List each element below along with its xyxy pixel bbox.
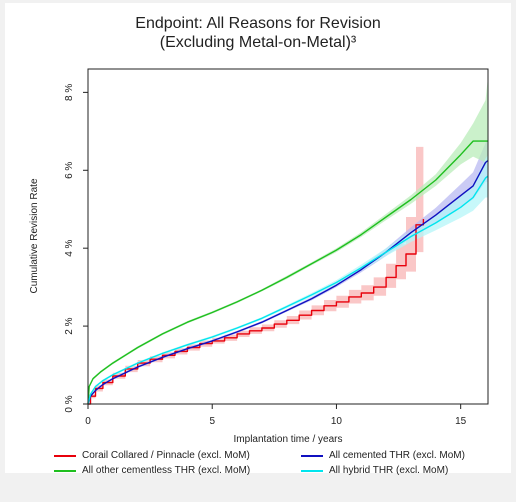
legend-label: All cemented THR (excl. MoM) bbox=[329, 450, 465, 461]
y-axis: 0 % 2 % 4 % 6 % 8 % bbox=[64, 84, 88, 413]
legend-label: All hybrid THR (excl. MoM) bbox=[329, 465, 449, 476]
y-tick-label: 4 % bbox=[64, 239, 75, 256]
y-tick-label: 6 % bbox=[64, 162, 75, 179]
legend-item-all-cemented-thr-excl-mom: All cemented THR (excl. MoM) bbox=[301, 450, 465, 461]
x-tick-label: 15 bbox=[455, 416, 467, 427]
chart-title: Endpoint: All Reasons for Revision (Excl… bbox=[0, 14, 516, 52]
x-axis: 0 5 10 15 bbox=[85, 404, 467, 427]
legend-item-all-hybrid-thr-excl-mom: All hybrid THR (excl. MoM) bbox=[301, 465, 448, 476]
legend-swatch bbox=[301, 454, 323, 457]
y-axis-label: Cumulative Revision Rate bbox=[29, 178, 40, 293]
confidence-bands bbox=[88, 76, 488, 405]
plot-frame bbox=[87, 68, 489, 405]
legend-label: Corail Collared / Pinnacle (excl. MoM) bbox=[82, 450, 250, 461]
x-tick-label: 5 bbox=[209, 416, 215, 427]
x-tick-label: 0 bbox=[85, 416, 91, 427]
series-lines bbox=[87, 140, 489, 405]
y-tick-label: 0 % bbox=[64, 395, 75, 412]
series-line-all-hybrid-thr-excl-mom bbox=[87, 175, 489, 405]
y-tick-label: 8 % bbox=[64, 84, 75, 101]
series-line-all-other-cementless-thr-excl-mom bbox=[87, 140, 488, 405]
legend-item-corail-collared-pinnacle-excl-mom: Corail Collared / Pinnacle (excl. MoM) bbox=[54, 450, 250, 461]
y-tick-label: 2 % bbox=[64, 317, 75, 334]
series-line-all-cemented-thr-excl-mom bbox=[87, 159, 489, 405]
legend-swatch bbox=[54, 469, 76, 472]
chart-svg: 0 5 10 15 0 % 2 % 4 % 6 % 8 % Implantation time… bbox=[29, 68, 489, 445]
legend-label: All other cementless THR (excl. MoM) bbox=[82, 465, 251, 476]
chart-title-line2: (Excluding Metal-on-Metal)³ bbox=[159, 34, 357, 51]
x-tick-label: 10 bbox=[331, 416, 343, 427]
legend-item-all-other-cementless-thr-excl-mom: All other cementless THR (excl. MoM) bbox=[54, 465, 250, 476]
ci-band-all-other-cementless-thr-excl-mom bbox=[88, 76, 488, 405]
chart-title-line1: Endpoint: All Reasons for Revision bbox=[135, 15, 381, 32]
legend-swatch bbox=[301, 469, 323, 472]
legend-swatch bbox=[54, 454, 76, 457]
ci-band-all-hybrid-thr-excl-mom bbox=[88, 154, 488, 404]
series-line-corail-collared-pinnacle-excl-mom bbox=[88, 219, 425, 405]
x-axis-label: Implantation time / years bbox=[234, 434, 343, 445]
